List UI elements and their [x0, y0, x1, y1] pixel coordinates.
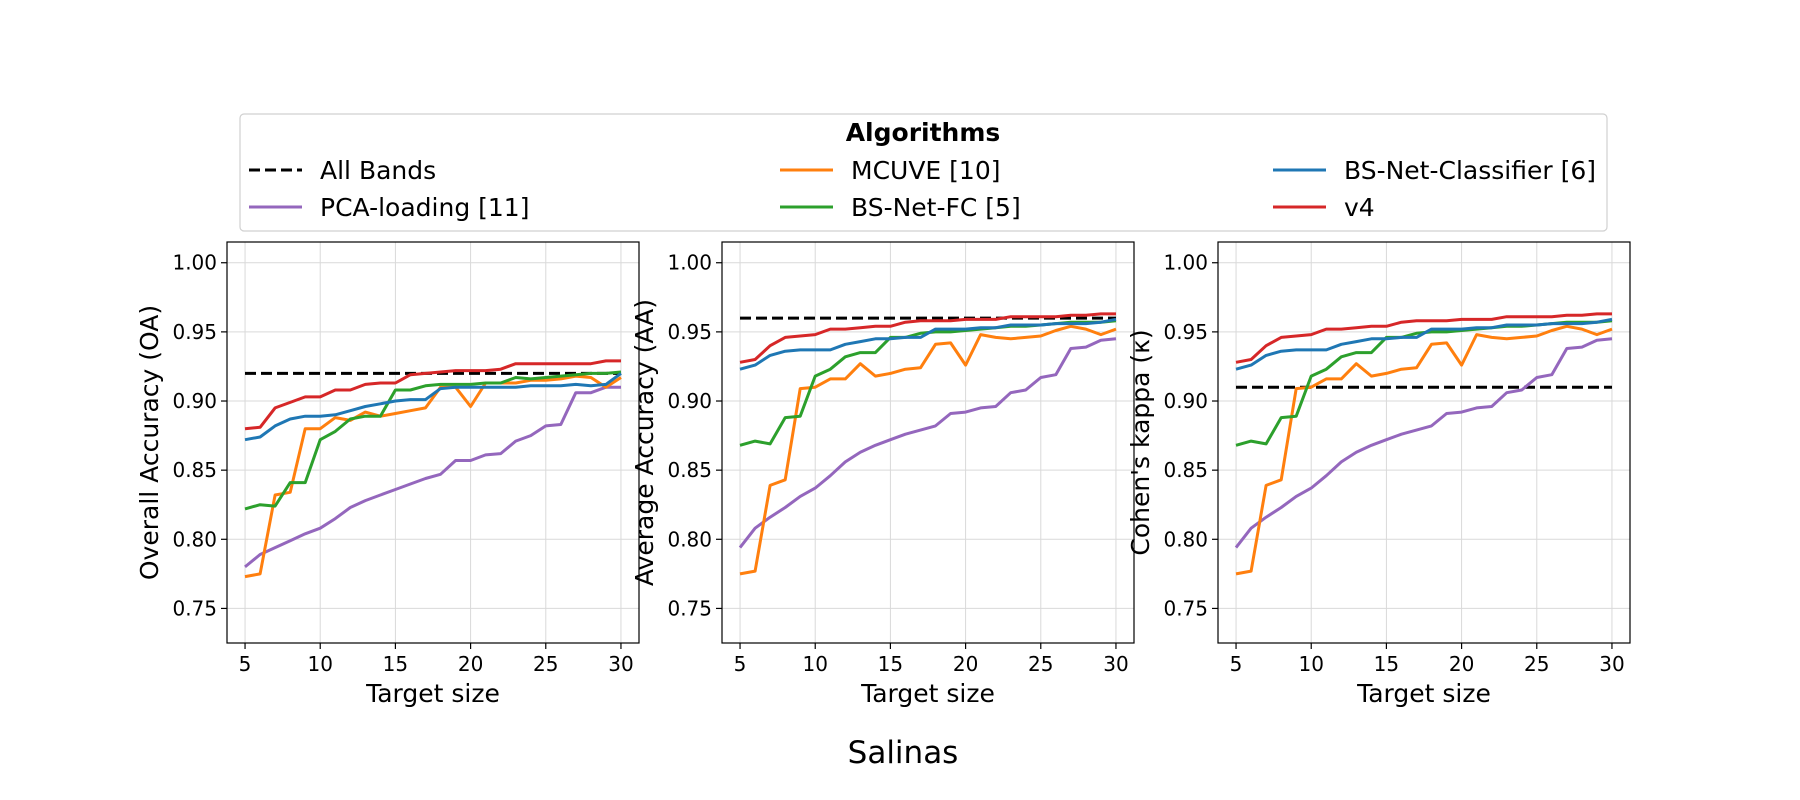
- x-tick-label: 5: [239, 652, 252, 676]
- y-tick-label: 0.90: [172, 389, 217, 413]
- x-axis-label: Target size: [1356, 679, 1491, 708]
- x-tick-label: 25: [1028, 652, 1053, 676]
- x-tick-label: 20: [953, 652, 978, 676]
- x-tick-label: 15: [1374, 652, 1399, 676]
- x-tick-label: 30: [608, 652, 633, 676]
- series-line-pca-loading: [244, 385, 621, 569]
- y-tick-label: 0.80: [172, 527, 217, 551]
- y-tick-label: 0.95: [667, 320, 712, 344]
- series-line-bs-net-classifier: [244, 372, 622, 442]
- x-tick-label: 10: [802, 652, 827, 676]
- legend-label-bs-net-classifier: BS-Net-Classifier [6]: [1344, 156, 1596, 185]
- panel-kappa: 5 10 15 20 25 30 0.75 0.80 0.85 0.90 0.95 1.00 Targe…: [1126, 241, 1631, 708]
- x-tick-label: 25: [1524, 652, 1549, 676]
- series-line-mcuve: [739, 324, 1117, 576]
- x-tick-label: 30: [1103, 652, 1128, 676]
- series-line-v4: [1235, 312, 1612, 364]
- legend-label-v4: v4: [1344, 193, 1375, 222]
- legend-label-pca-loading: PCA-loading [11]: [320, 193, 529, 222]
- y-tick-label: 0.75: [172, 596, 217, 620]
- series-line-pca-loading: [1234, 337, 1613, 549]
- y-tick-label: 0.80: [667, 527, 712, 551]
- y-tick-label: 1.00: [1163, 251, 1208, 275]
- y-axis-label: Average Accuracy (AA): [630, 299, 659, 586]
- series-line-bs-net-classifier: [1235, 317, 1613, 371]
- legend-frame: [239, 113, 1608, 232]
- y-tick-label: 0.95: [1163, 320, 1208, 344]
- panel-aa: 5 10 15 20 25 30 0.75 0.80 0.85 0.90 0.95 1.00 Targe…: [630, 241, 1135, 708]
- x-axis-label: Target size: [365, 679, 500, 708]
- figure-title: Salinas: [848, 735, 959, 771]
- y-tick-label: 0.85: [172, 458, 217, 482]
- axes-frame: [1217, 241, 1631, 644]
- x-tick-label: 5: [734, 652, 747, 676]
- series-line-pca-loading: [738, 337, 1117, 549]
- series-line-mcuve: [244, 374, 622, 579]
- x-axis-label: Target size: [860, 679, 995, 708]
- series-line-bs-net-classifier: [739, 317, 1117, 371]
- y-tick-label: 0.90: [667, 389, 712, 413]
- series-line-v4: [244, 359, 621, 431]
- y-tick-label: 0.85: [1163, 458, 1208, 482]
- y-tick-label: 0.85: [667, 458, 712, 482]
- y-tick-label: 0.75: [667, 596, 712, 620]
- axes-frame: [721, 241, 1135, 644]
- series-line-v4: [739, 312, 1116, 364]
- y-tick-label: 1.00: [667, 251, 712, 275]
- y-axis-label: Cohen's kappa (κ): [1126, 329, 1155, 555]
- x-tick-label: 5: [1230, 652, 1243, 676]
- axes-frame: [226, 241, 640, 644]
- legend-title: Algorithms: [846, 118, 1001, 147]
- x-tick-label: 10: [1298, 652, 1323, 676]
- y-tick-label: 0.75: [1163, 596, 1208, 620]
- x-tick-label: 20: [458, 652, 483, 676]
- x-tick-label: 15: [878, 652, 903, 676]
- x-tick-label: 10: [307, 652, 332, 676]
- x-tick-label: 20: [1449, 652, 1474, 676]
- y-tick-label: 0.90: [1163, 389, 1208, 413]
- x-tick-label: 30: [1599, 652, 1624, 676]
- series-line-bs-net-fc: [244, 370, 622, 511]
- x-tick-label: 15: [383, 652, 408, 676]
- y-tick-label: 0.80: [1163, 527, 1208, 551]
- y-tick-label: 0.95: [172, 320, 217, 344]
- y-tick-label: 1.00: [172, 251, 217, 275]
- series-line-mcuve: [1235, 324, 1613, 576]
- y-axis-label: Overall Accuracy (OA): [135, 305, 164, 580]
- legend-label-all-bands: All Bands: [320, 156, 436, 185]
- legend-label-mcuve: MCUVE [10]: [851, 156, 1001, 185]
- legend: Algorithms All Bands PCA-loading [11] MCUV…: [239, 113, 1608, 232]
- panel-oa: 5 10 15 20 25 30 0.75 0.80 0.85 0.90 0.95 1.00 Targe…: [135, 241, 640, 708]
- legend-label-bs-net-fc: BS-Net-FC [5]: [851, 193, 1021, 222]
- x-tick-label: 25: [533, 652, 558, 676]
